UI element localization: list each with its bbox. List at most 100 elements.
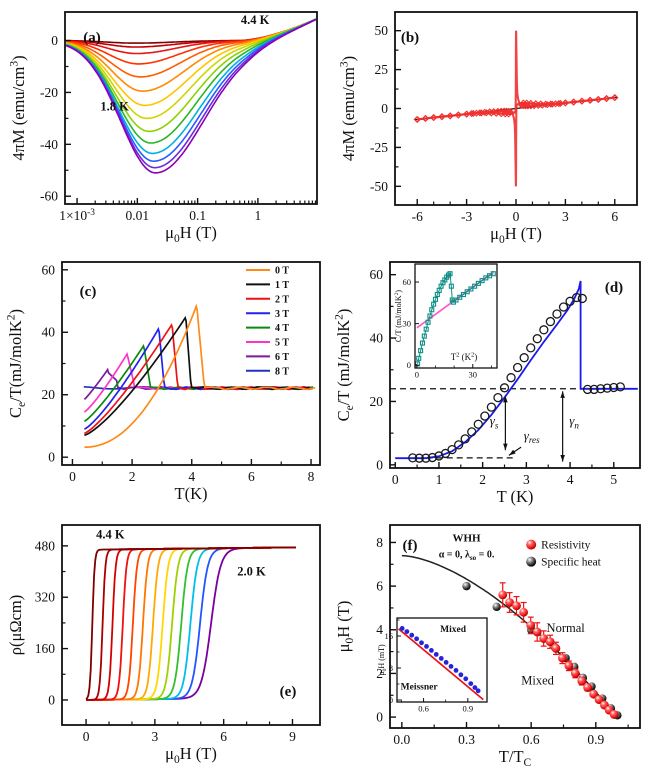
legend-label-4T: 4 T [275,323,289,334]
gamma-label-2: γres [524,428,540,445]
panel-d-inset: 0 30 0 30 60 T2 (K2) C/T (mJ/molK2) [394,263,498,380]
panel-f-letter: (f) [403,538,418,554]
x-tick-label: 30 [469,370,478,380]
y-tick-label: 0 [48,450,55,465]
panel-d-chart: γs γn γres 0 1 2 3 4 5 0 20 40 60 T (K) Ce/T (mJ/molK2… [334,261,641,506]
y-tick-label: -20 [40,85,58,100]
y-tick-label: 480 [35,538,56,553]
panel-c: 0 2 4 6 8 0 20 40 60 T(K) Ce/T(mJ/molK2) 0 T 1 T 2 T 3… [0,250,330,510]
y-tick-label: 0 [48,692,55,707]
legend-label-0T: 0 T [275,266,289,277]
x-tick-label: 3 [562,209,569,224]
panel-e: 0 3 6 9 0 160 320 480 μ0H (T) ρ(μΩcm) 4.4 K 2.0 K (e… [0,510,330,770]
panel-e-annotation-0: 4.4 K [96,527,125,541]
x-tick-label: 3 [523,472,530,487]
panel-b-xlabel: μ0H (T) [490,224,542,246]
y-tick-label: 50 [375,23,389,38]
curve-2.6K [65,18,317,144]
x-tick-label: 4 [567,472,574,487]
y-tick-label: 25 [375,62,389,77]
panel-f-inset-ylabel: μ0H (mT) [377,644,388,676]
x-tick-label: 5 [610,472,617,487]
y-tick-label: 60 [42,262,56,277]
panel-a-annotation-0: 4.4 K [241,13,270,27]
gamma-label-1: γn [569,413,579,430]
panel-d-ylabel: Ce/T (mJ/molK2) [334,309,356,422]
panel-c-xlabel: T(K) [175,484,208,503]
x-tick-label: 2 [129,469,136,484]
legend-label-3T: 3 T [275,309,289,320]
x-tick-label: 0.3 [458,732,475,747]
curve-4.4K [66,18,317,44]
x-tick-label: 0 [83,729,90,744]
x-tick-label: 0.6 [523,732,540,747]
panel-e-series [85,546,296,701]
panel-b-axes: -6 -3 0 3 6 50 25 0 -25 -50 [370,11,638,224]
y-tick-label: 30 [403,318,412,328]
x-tick-label: 3 [152,729,159,744]
legend-label-1T: 1 T [275,280,289,291]
panel-e-axes: 0 3 6 9 0 160 320 480 [35,524,321,744]
panel-b-ylabel: 4πM (emu/cm3) [339,56,358,161]
panel-f-axes: 0.0 0.3 0.6 0.9 0 2 4 6 8 [376,524,641,747]
y-tick-label: 0 [376,710,383,725]
panel-d-xlabel: T (K) [497,487,534,506]
panel-f-chart: 0.0 0.3 0.6 0.9 0 2 4 6 8 T/TC μ0H (T) WHH α = 0, λs… [334,524,641,769]
legend-specific-heat: Specific heat [541,557,602,569]
panel-f-text-2: Normal [547,621,586,635]
panel-c-legend: 0 T 1 T 2 T 3 T 4 T 5 T 6 T 8 T [246,266,289,377]
x-tick-label: 6 [611,209,618,224]
y-tick-label: 8 [376,535,383,550]
x-tick-label: 0 [513,209,520,224]
panel-d-data-points [408,292,625,463]
curve-2.4K [65,18,317,155]
x-tick-label: 0.01 [126,208,150,223]
arrow [503,395,508,451]
panel-a-axes: 1×10-3 0.01 0.1 1 0 -20 -40 -60 [40,11,318,223]
panel-c-letter: (c) [80,284,97,300]
resistivity-points [498,582,619,719]
y-tick-label: 4 [376,622,383,637]
x-tick-label: 1 [255,208,262,223]
panel-d-inset-ylabel: C/T (mJ/molK2) [394,290,403,343]
y-tick-label: -25 [370,140,388,155]
y-tick-label: 0 [376,457,383,472]
panel-f-legend: Resistivity Specific heat [526,539,602,569]
curve-2.8K [66,18,317,133]
panel-a-annotation-1: 1.8 K [100,100,129,114]
y-tick-label: 0 [381,101,388,116]
x-tick-label: 0.1 [189,208,206,223]
x-tick-label: 0 [415,370,419,380]
panel-a-ylabel: 4πM (emu/cm3) [9,55,28,160]
legend-label-5T: 5 T [275,338,289,349]
legend-resistivity: Resistivity [541,540,590,552]
panel-d: γs γn γres 0 1 2 3 4 5 0 20 40 60 T (K) Ce/T (mJ/molK2… [330,250,651,510]
panel-e-ylabel: ρ(μΩcm) [6,595,25,656]
arrow [560,391,565,462]
panel-c-axes: 0 2 4 6 8 0 20 40 60 [42,261,321,484]
y-tick-label: 8 [389,663,393,673]
y-tick-label: 6 [376,579,383,594]
x-tick-label: 4 [188,469,195,484]
y-tick-label: 40 [370,331,384,346]
panel-d-letter: (d) [605,280,623,296]
panel-b-loop [417,30,615,187]
y-tick-label: 0 [51,33,58,48]
y-tick-label: -40 [40,137,58,152]
y-tick-label: 0 [389,695,393,705]
panel-a-letter: (a) [83,30,101,46]
panel-f-xlabel: T/TC [499,747,532,769]
x-tick-label: 9 [289,729,296,744]
y-tick-label: 20 [370,394,384,409]
x-tick-label: 1×10-3 [59,208,95,223]
arrow [508,446,522,456]
panel-a-series [65,18,317,174]
curve-1.8K [65,18,317,174]
panel-f-text-1: α = 0, λso = 0. [439,550,495,562]
panel-f-text-0: WHH [452,532,481,544]
panel-a: 1×10-3 0.01 0.1 1 0 -20 -40 -60 μ0H (T) 4πM (emu/… [0,0,330,250]
x-tick-label: 0 [392,472,399,487]
y-tick-label: 20 [42,387,56,402]
x-tick-label: 8 [308,469,315,484]
y-tick-label: -50 [370,179,388,194]
